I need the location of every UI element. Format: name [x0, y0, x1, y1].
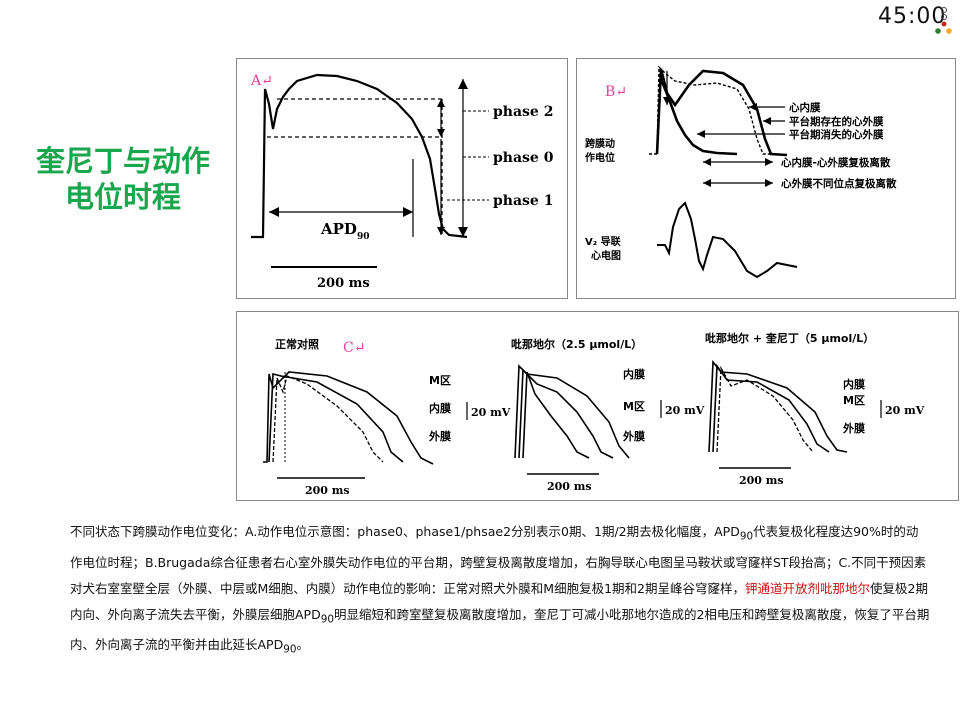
b-left-label-2: 作电位 [585, 151, 615, 164]
phase-arrow-inner-top [437, 99, 445, 107]
figure-caption: 不同状态下跨膜动作电位变化：A.动作电位示意图：phase0、phase1/ph… [70, 519, 930, 663]
caption-highlight: 钾通道开放剂吡那地尔 [744, 580, 870, 596]
slide-title-line1: 奎尼丁与动作 [35, 144, 210, 178]
panel-b-figure: B↵ 心内膜 平台期存在的心外膜 平台期消失的心外膜 跨膜动 作电位 心内膜-心… [585, 65, 897, 279]
c3-scale-label: 200 ms [739, 474, 784, 487]
c2-trace-m [518, 368, 614, 459]
phase-arrow-lower-bottom [437, 227, 445, 235]
c2-unit-label: 20 mV [665, 404, 705, 417]
phase-arrow-outer-top [458, 79, 468, 89]
c1-unit-label: 20 mV [471, 406, 511, 419]
v2-ecg-trace [657, 201, 798, 279]
c1-trace-m [263, 371, 434, 465]
dispersion-label-2: 心外膜不同位点复极离散 [781, 177, 897, 190]
caption-part2: 代表复极化程度达90%时的动作电位时程；B.Brugada综合征患者右心室外膜失… [70, 524, 927, 596]
panel-b-brugada: B↵ 心内膜 平台期存在的心外膜 平台期消失的心外膜 跨膜动 作电位 心内膜-心… [576, 58, 956, 299]
dispersion-label-1: 心内膜-心外膜复极离散 [781, 156, 891, 169]
phase-arrow-outer-bottom [458, 227, 468, 237]
phase2-label: phase 2 [493, 104, 553, 120]
c1-layer-label-1: M区 [429, 374, 451, 387]
c1-layer-label-2: 内膜 [429, 401, 451, 415]
legend-arrow-3-head [697, 130, 705, 138]
caption-part5: 。 [296, 637, 309, 652]
legend-epi-dome: 平台期存在的心外膜 [789, 115, 884, 128]
c2-scale-label: 200 ms [547, 480, 592, 493]
countdown-timer: 45:00 [878, 4, 946, 29]
dispersion-arrow-1-left [703, 158, 711, 166]
dispersion-arrow-2-right [765, 179, 773, 187]
c3-unit-label: 20 mV [885, 404, 925, 417]
apd-arrow-right-head [403, 207, 413, 217]
panel-a-ap-trace [251, 73, 468, 239]
c2-trace-epi [522, 371, 590, 459]
panel-a-label: A↵ [250, 73, 273, 89]
ecg-label-2: 心电图 [591, 249, 621, 262]
caption-sub1: 90 [739, 530, 754, 543]
panel-a-action-potential-schematic: A↵ APD90 phase 2 phase 0 phase 1 200 ms [236, 58, 568, 299]
c3-layer-label-3: 外膜 [842, 421, 865, 435]
c3-layer-label-1: 内膜 [843, 377, 865, 391]
b-left-label-1: 跨膜动 [585, 137, 615, 150]
phase-arrow-inner-bottom [437, 129, 445, 137]
c2-trace-endo [514, 364, 630, 459]
c-group1-title: 正常对照 [275, 337, 319, 351]
panel-c-figure: C↵ 正常对照 M区 内膜 外膜 20 mV 200 ms 吡那地尔（2.5 μ… [263, 331, 925, 497]
c2-layer-label-1: 内膜 [623, 367, 645, 381]
caption-part1: 不同状态下跨膜动作电位变化：A.动作电位示意图：phase0、phase1/ph… [70, 524, 740, 539]
apd-label: APD90 [320, 220, 369, 242]
phase0-label: phase 0 [493, 150, 554, 166]
panel-c-interventions: C↵ 正常对照 M区 内膜 外膜 20 mV 200 ms 吡那地尔（2.5 μ… [236, 311, 959, 501]
dispersion-arrow-2-left [703, 179, 711, 187]
caption-sub3: 90 [283, 643, 297, 656]
c2-layer-label-2: M区 [623, 400, 645, 413]
dispersion-arrow-1-right [765, 158, 773, 166]
apd-arrow-left-head [269, 207, 279, 217]
c1-layer-label-3: 外膜 [428, 429, 451, 443]
c1-scale-label: 200 ms [305, 484, 350, 497]
legend-epi-no-dome: 平台期消失的心外膜 [789, 128, 884, 141]
c3-trace-m [712, 363, 830, 453]
caption-part3: 使复极2期内向、外向离子流失去平衡，外膜层细胞APD [70, 580, 928, 622]
panel-a-figure: A↵ APD90 phase 2 phase 0 phase 1 200 ms [250, 73, 554, 291]
epi-no-dome-trace [659, 78, 738, 156]
panel-a-scale-label: 200 ms [317, 276, 370, 291]
c1-trace-endo [268, 372, 404, 463]
timer-seconds: 00 [916, 4, 947, 29]
timer-dots-icon [935, 7, 952, 34]
phase1-label: phase 1 [493, 193, 553, 209]
timer-minutes: 45 [878, 4, 908, 29]
panel-b-label: B↵ [605, 84, 627, 100]
slide-title-line2: 电位时程 [64, 180, 181, 214]
c3-layer-label-2: M区 [843, 394, 865, 407]
caption-part4: 明显缩短和跨室壁复极离散度增加，奎尼丁可减小吡那地尔造成的2相电压和跨壁复极离散… [70, 606, 930, 653]
legend-arrow-1-head [749, 103, 757, 111]
ecg-label-1: V₂ 导联 [585, 235, 621, 248]
c-group3-title: 吡那地尔 + 奎尼丁（5 μmol/L） [705, 331, 874, 345]
c3-trace-epi [716, 365, 814, 453]
c3-trace-endo [708, 359, 848, 453]
legend-arrow-2-head [763, 117, 771, 125]
c2-layer-label-3: 外膜 [622, 429, 645, 443]
c-group2-title: 吡那地尔（2.5 μmol/L） [511, 337, 642, 351]
caption-sub2: 90 [320, 613, 334, 625]
panel-c-label: C↵ [343, 340, 365, 356]
b-vertical-arrow-head [663, 97, 671, 105]
slide-title: 奎尼丁与动作 电位时程 [18, 143, 228, 215]
endocardium-trace [649, 65, 777, 155]
timer-separator: : [908, 4, 917, 29]
legend-endocardium: 心内膜 [789, 101, 821, 114]
